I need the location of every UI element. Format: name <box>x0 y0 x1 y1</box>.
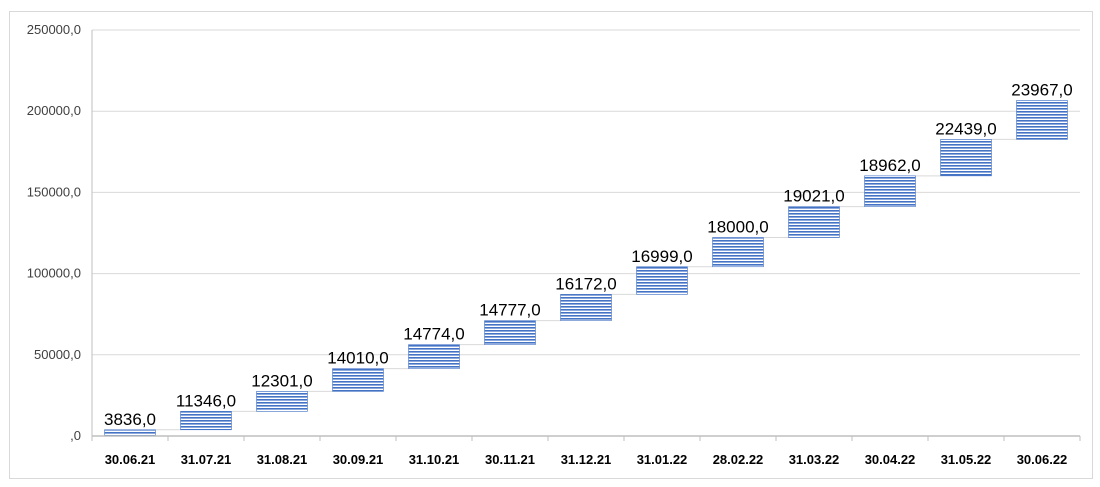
y-tick-label: 150000,0 <box>27 184 81 199</box>
data-label: 18000,0 <box>707 218 768 237</box>
data-label: 23967,0 <box>1011 80 1072 99</box>
x-tick-label: 31.12.21 <box>561 452 612 467</box>
bar <box>256 391 308 412</box>
x-tick-label: 30.04.22 <box>865 452 916 467</box>
x-tick-label: 30.11.21 <box>485 452 535 467</box>
y-tick-label: ,0 <box>70 428 81 443</box>
data-label: 12301,0 <box>251 371 312 390</box>
data-label: 19021,0 <box>783 187 844 206</box>
bar <box>788 206 840 238</box>
bar <box>636 266 688 295</box>
x-tick-label: 28.02.22 <box>713 452 764 467</box>
bar <box>332 368 384 392</box>
y-tick-label: 200000,0 <box>27 103 81 118</box>
data-label: 14010,0 <box>327 349 388 368</box>
x-tick-label: 30.06.21 <box>105 452 156 467</box>
connector-lines <box>155 138 1017 431</box>
x-tick-label: 31.03.22 <box>789 452 840 467</box>
bar <box>560 294 612 321</box>
x-tick-label: 31.07.21 <box>181 452 232 467</box>
bar <box>1016 100 1068 140</box>
data-label: 11346,0 <box>176 391 236 410</box>
bars <box>104 100 1068 437</box>
y-tick-label: 50000,0 <box>34 347 81 362</box>
data-label: 18962,0 <box>859 156 920 175</box>
y-tick-label: 100000,0 <box>27 266 81 281</box>
gridlines <box>92 29 1080 356</box>
x-tick-label: 30.09.21 <box>333 452 384 467</box>
axes <box>91 30 1081 441</box>
x-tick-label: 31.05.22 <box>941 452 992 467</box>
x-tick-label: 31.08.21 <box>257 452 308 467</box>
bar <box>408 344 460 369</box>
bar <box>712 237 764 268</box>
y-tick-label: 250000,0 <box>27 22 81 37</box>
bar <box>864 175 916 207</box>
data-label: 16172,0 <box>555 274 616 293</box>
bar <box>104 429 156 437</box>
bar <box>180 411 232 431</box>
labels: ,0 50000,0 100000,0 150000,0 200000,0 250000,… <box>27 22 1073 467</box>
data-label: 14777,0 <box>479 301 540 320</box>
bar <box>484 320 536 345</box>
chart-frame <box>9 11 1093 479</box>
data-label: 3836,0 <box>104 410 156 429</box>
x-tick-label: 31.01.22 <box>637 452 688 467</box>
x-tick-label: 31.10.21 <box>409 452 460 467</box>
x-tick-label: 30.06.22 <box>1017 452 1068 467</box>
data-label: 22439,0 <box>935 119 996 138</box>
bar <box>940 139 992 177</box>
data-label: 14774,0 <box>403 325 464 344</box>
data-label: 16999,0 <box>631 247 692 266</box>
